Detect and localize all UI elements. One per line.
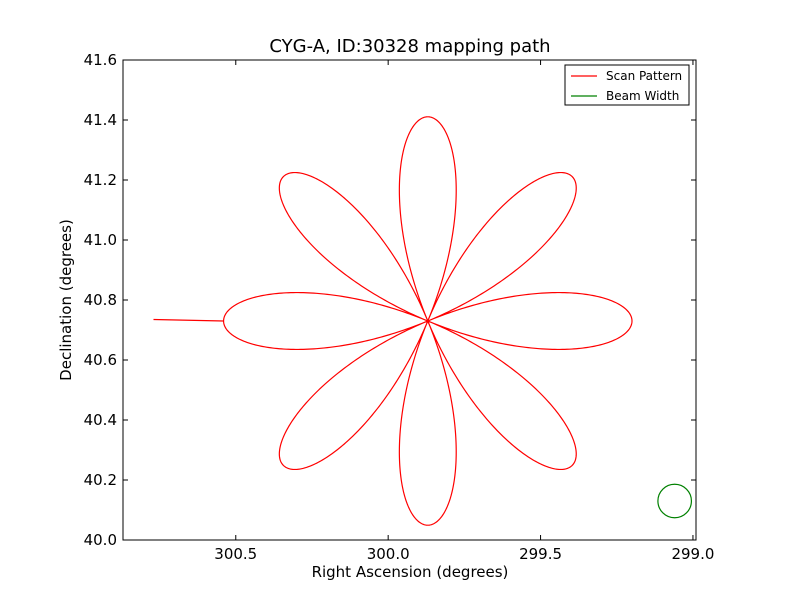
y-tick-label: 40.0 [84,531,117,549]
y-tick-label: 40.2 [84,471,117,489]
legend-label-scan-pattern: Scan Pattern [606,69,682,83]
x-tick-label: 299.0 [671,545,714,563]
series-layer [153,116,693,526]
plot-frame [122,59,697,541]
y-axis-label: Declination (degrees) [57,219,75,381]
y-tick-label: 41.2 [84,171,117,189]
y-tick-label: 41.4 [84,111,117,129]
x-tick-label: 300.5 [214,545,257,563]
legend-label-beam-width: Beam Width [606,89,679,103]
legend-box [564,64,690,106]
y-axis: 40.0 40.2 40.4 40.6 40.8 41.0 41.2 41.4 41.6 [84,51,696,549]
x-axis-label: Right Ascension (degrees) [312,563,509,581]
x-tick-label: 299.5 [519,545,562,563]
scan-pattern-line [153,116,633,526]
beam-width-circle [657,483,693,519]
plot-area [123,60,696,540]
y-tick-label: 40.4 [84,411,117,429]
y-tick-label: 40.8 [84,291,117,309]
y-tick-label: 40.6 [84,351,117,369]
chart-title: CYG-A, ID:30328 mapping path [269,36,550,57]
y-tick-label: 41.6 [84,51,117,69]
y-tick-label: 41.0 [84,231,117,249]
legend: Scan Pattern Beam Width [564,64,690,106]
x-tick-label: 300.0 [367,545,410,563]
x-axis: 300.5 300.0 299.5 299.0 [214,60,714,563]
